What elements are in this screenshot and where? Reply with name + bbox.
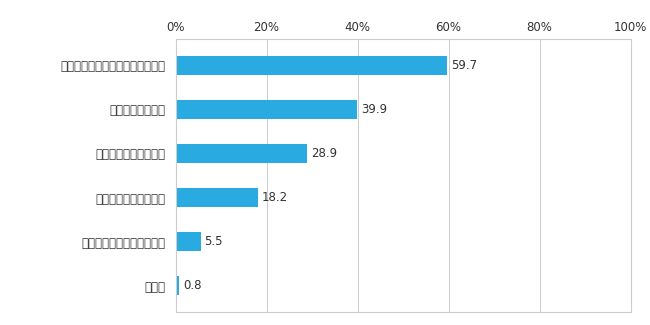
Text: 0.8: 0.8 (183, 279, 202, 292)
Text: 59.7: 59.7 (451, 59, 477, 72)
Text: 39.9: 39.9 (361, 103, 387, 116)
Text: 18.2: 18.2 (262, 191, 288, 204)
Text: 5.5: 5.5 (204, 235, 223, 248)
Bar (176, 99, 357, 119)
Bar (176, 188, 258, 207)
Bar (176, 232, 200, 252)
Text: 28.9: 28.9 (311, 147, 337, 160)
Bar (176, 144, 307, 163)
Bar (176, 56, 447, 75)
Bar (176, 276, 179, 295)
